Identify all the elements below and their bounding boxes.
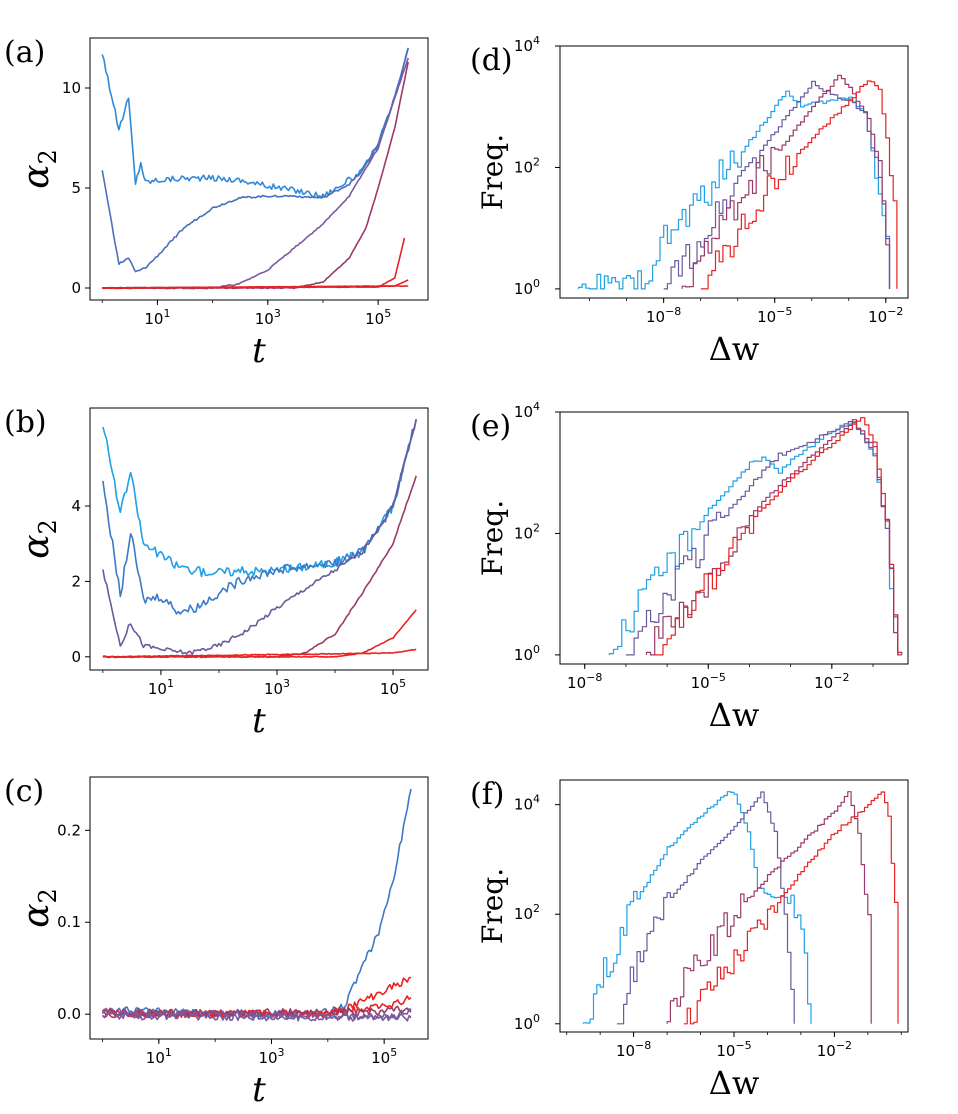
series-a-s5	[102, 237, 406, 289]
y-tick-label-a: 5	[71, 179, 81, 197]
x-tick-label-c: 103	[258, 1046, 284, 1067]
plot-area-a	[101, 47, 409, 290]
axes-frame-e	[559, 411, 909, 665]
y-tick-label-b: 2	[71, 572, 81, 590]
series-f-s2	[616, 791, 795, 1025]
y-tick-label-a: 10	[62, 79, 81, 97]
x-tick-label-f: 10−2	[817, 1039, 852, 1060]
series-a-s2	[101, 47, 409, 273]
series-b-s6	[102, 648, 417, 658]
plot-area-c	[101, 788, 412, 1022]
x-tick-label-a: 105	[365, 307, 391, 328]
y-tick-label-f: 100	[514, 1012, 540, 1033]
x-axis-label-f: Δw	[709, 1064, 760, 1102]
series-d-s4	[700, 80, 898, 290]
x-tick-label-d: 10−5	[757, 305, 792, 326]
x-tick-label-e: 10−8	[567, 671, 602, 692]
series-b-s2	[102, 419, 417, 615]
y-tick-label-a: 0	[71, 279, 81, 297]
series-f-s4	[683, 791, 899, 1025]
y-tick-label-e: 102	[514, 521, 540, 542]
panel-c: 101 103 105 0.0 0.1 0.2 (c) t α2	[4, 774, 429, 1110]
plot-area-f	[582, 791, 899, 1025]
series-f-s3	[666, 791, 872, 1024]
x-axis-label-e: Δw	[709, 696, 760, 734]
series-c-s6	[102, 1011, 412, 1022]
axes-frame-b	[89, 407, 429, 671]
y-tick-label-b: 4	[71, 497, 81, 515]
x-tick-label-d: 10−2	[868, 305, 903, 326]
axes-frame-f	[559, 779, 909, 1033]
series-e-s4	[654, 417, 902, 656]
series-f-s1	[582, 791, 812, 1024]
x-tick-label-b: 105	[380, 677, 406, 698]
series-b-s1	[102, 419, 417, 578]
y-tick-label-c: 0.2	[57, 821, 81, 839]
panel-f: 10−8 10−5 10−2 100 102 104 (f) Δw Freq.	[470, 777, 909, 1102]
x-tick-label-b: 103	[264, 677, 290, 698]
y-tick-label-d: 104	[514, 34, 540, 55]
plot-area-e	[608, 417, 903, 656]
y-tick-label-d: 100	[514, 277, 540, 298]
y-axis-label-b: α2	[16, 519, 62, 559]
panel-label-e: (e)	[470, 409, 511, 444]
axes-frame-d	[559, 45, 909, 299]
panel-a: 101 103 105 0 5 10 (a) t α2	[4, 35, 429, 371]
series-c-s1	[102, 788, 412, 1019]
series-a-s7	[102, 285, 409, 289]
series-a-s3	[102, 57, 409, 290]
panel-b: 101 103 105 0 2 4 (b) t α2	[4, 405, 429, 741]
y-tick-label-d: 102	[514, 155, 540, 176]
x-axis-label-b: t	[252, 701, 266, 741]
panel-label-b: (b)	[4, 405, 47, 440]
axes-frame-c	[89, 776, 429, 1040]
series-b-s3	[102, 419, 417, 655]
x-tick-label-a: 101	[144, 307, 170, 328]
y-tick-label-e: 100	[514, 643, 540, 664]
panel-d: 10−8 10−5 10−2 100 102 104(d) Δw Freq.	[470, 34, 909, 368]
panel-label-a: (a)	[4, 35, 45, 70]
x-tick-label-f: 10−8	[616, 1039, 651, 1060]
y-tick-label-f: 104	[514, 793, 540, 814]
x-tick-label-e: 10−2	[814, 671, 849, 692]
y-tick-label-b: 0	[71, 648, 81, 666]
x-tick-label-d: 10−8	[646, 305, 681, 326]
x-axis-label-d: Δw	[709, 330, 760, 368]
y-axis-label-a: α2	[16, 149, 62, 189]
x-tick-label-c: 105	[371, 1046, 397, 1067]
y-tick-label-f: 102	[514, 902, 540, 923]
series-a-s1	[101, 47, 409, 199]
panel-label-f: (f)	[470, 777, 505, 812]
plot-area-d	[577, 74, 898, 290]
y-axis-label-c: α2	[16, 888, 62, 928]
x-axis-label-a: t	[252, 331, 266, 371]
series-b-s4	[102, 475, 417, 659]
axes-frame-a	[89, 37, 429, 301]
plot-area-b	[102, 419, 417, 659]
series-e-s1	[608, 421, 899, 655]
y-tick-label-c: 0.1	[57, 913, 81, 931]
series-e-s3	[645, 419, 903, 656]
x-tick-label-f: 10−5	[716, 1039, 751, 1060]
y-axis-label-d: Freq.	[476, 134, 509, 210]
y-tick-label-c: 0.0	[57, 1005, 81, 1023]
x-tick-label-a: 103	[255, 307, 281, 328]
panel-e: 10−8 10−5 10−2 100 102 104(e) Δw Freq.	[470, 400, 909, 734]
y-tick-label-e: 104	[514, 400, 540, 421]
x-tick-label-e: 10−5	[691, 671, 726, 692]
panel-label-d: (d)	[470, 43, 513, 78]
series-c-s4	[102, 1005, 412, 1019]
series-b-s5	[102, 609, 417, 658]
y-axis-label-f: Freq.	[476, 868, 509, 944]
x-axis-label-c: t	[252, 1070, 266, 1110]
x-tick-label-b: 101	[148, 677, 174, 698]
y-axis-label-e: Freq.	[476, 500, 509, 576]
series-d-s2	[663, 80, 891, 290]
x-tick-label-c: 101	[146, 1046, 172, 1067]
panel-label-c: (c)	[4, 774, 44, 809]
